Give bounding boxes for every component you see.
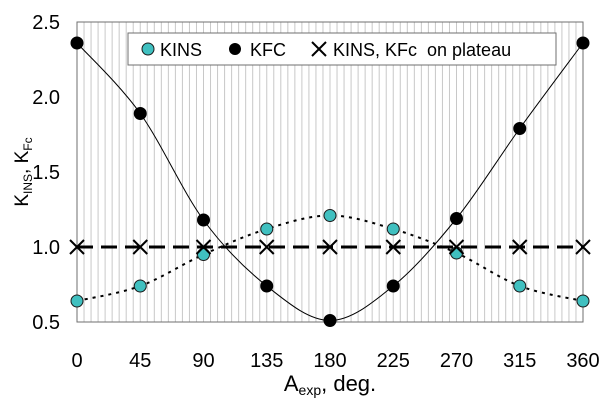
data-point-kins [260,222,274,236]
y-tick-label: 2.5 [32,12,60,34]
data-point-kins [197,248,210,261]
data-point-kins [386,222,400,236]
y-tick-label: 2.0 [32,87,60,109]
x-tick-label: 225 [377,350,410,372]
x-tick-label: 360 [566,350,599,372]
data-point-kins [133,279,147,293]
data-point-kfc [260,279,274,293]
legend-label-kins: KINS [160,40,202,60]
data-point-kfc [133,107,147,120]
y-tick-labels: 0.5 1.0 1.5 2.0 2.5 [32,12,60,334]
legend-marker-kfc [229,43,241,55]
data-point-plateau [322,239,338,255]
data-point-kfc [513,122,527,135]
markers [69,36,591,327]
data-point-kfc [323,314,337,327]
legend-label-plateau: KINS, KFc on plateau [333,40,511,60]
x-tick-label: 270 [440,350,473,372]
x-tick-label: 0 [71,350,82,372]
data-point-plateau [69,239,85,255]
legend-label-kfc: KFC [250,40,286,60]
y-tick-label: 0.5 [32,312,60,334]
x-tick-label: 315 [503,350,536,372]
y-tick-label: 1.5 [32,162,60,184]
x-axis-label-main: A [284,371,299,396]
data-point-plateau [512,239,528,255]
data-point-kfc [70,36,84,50]
legend-marker-plateau [311,41,327,57]
y-axis-label-mid: , K [12,150,33,174]
legend: KINS KFC KINS, KFc on plateau [127,32,557,66]
data-point-kins [576,294,590,308]
grid [83,22,577,322]
data-point-kfc [576,36,590,50]
data-point-kfc [386,279,400,293]
data-point-plateau [448,239,465,255]
y-axis-label-sub2: Fc [21,137,35,150]
x-tick-label: 45 [129,350,151,372]
legend-box [127,32,557,66]
y-axis-label-sub1: INS [21,174,35,194]
data-point-kfc [450,212,463,225]
data-point-plateau [195,239,212,255]
data-point-kins [323,209,337,222]
data-point-kins [70,294,84,308]
x-tick-label: 90 [192,350,214,372]
x-axis-label: Aexp, deg. [284,371,376,398]
data-point-plateau [132,239,148,255]
legend-marker-kins [141,42,155,56]
y-axis-label: KINS, KFc [12,137,35,206]
x-axis-label-sub: exp [299,382,322,398]
data-point-plateau [259,239,275,255]
x-tick-label: 180 [313,350,346,372]
data-point-plateau [385,239,401,255]
data-point-kins [450,246,463,260]
data-point-kins [513,279,527,293]
data-point-plateau [575,239,591,255]
x-tick-labels: 0 45 90 135 180 225 270 315 360 [71,350,599,372]
data-point-kfc [197,213,210,227]
x-axis-label-rest: , deg. [321,371,376,396]
y-axis-label-k1: K [12,194,33,207]
x-tick-label: 135 [250,350,283,372]
y-tick-label: 1.0 [32,237,60,259]
